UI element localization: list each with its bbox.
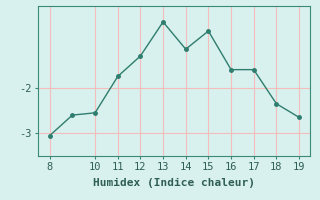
X-axis label: Humidex (Indice chaleur): Humidex (Indice chaleur) bbox=[93, 178, 255, 188]
